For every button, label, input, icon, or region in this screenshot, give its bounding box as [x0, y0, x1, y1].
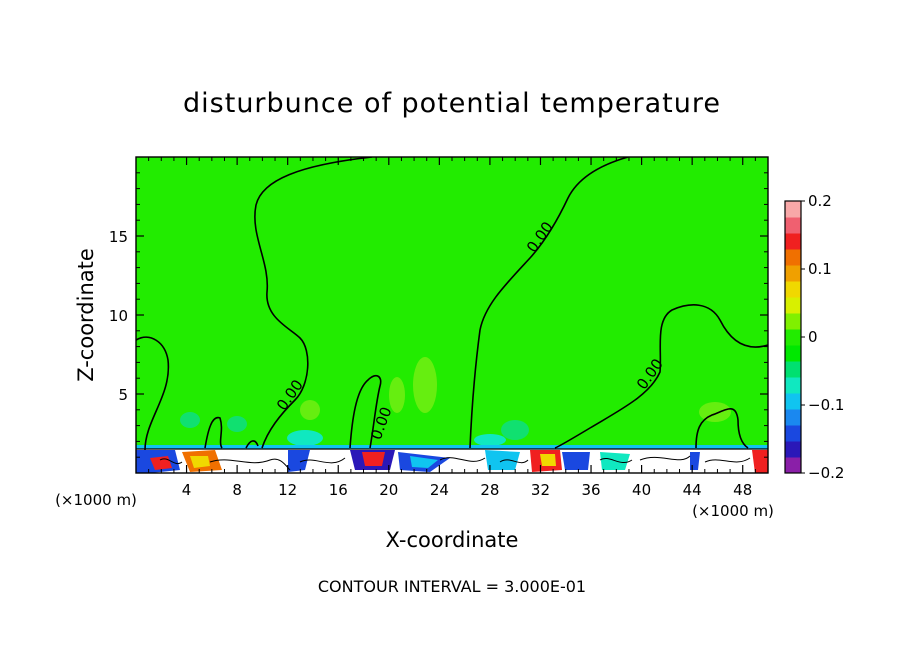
y-tick-label: 10 [109, 307, 128, 325]
colorbar-swatch [785, 217, 801, 234]
colorbar-swatch [785, 409, 801, 426]
x-axis-label: X-coordinate [386, 528, 519, 552]
x-tick-label: 40 [632, 481, 651, 499]
colorbar-tick-label: 0.2 [808, 192, 832, 210]
x-tick-label: 4 [182, 481, 192, 499]
colorbar-swatch [785, 361, 801, 378]
x-axis: 4 8 12 16 20 24 28 32 36 40 44 48 [148, 157, 756, 499]
x-tick-label: 24 [430, 481, 449, 499]
colorbar-swatch [785, 425, 801, 442]
colorbar-swatch [785, 265, 801, 282]
x-tick-label: 12 [278, 481, 297, 499]
y-tick-label: 5 [118, 386, 128, 404]
colorbar-swatch [785, 201, 801, 218]
x-tick-label: 48 [733, 481, 752, 499]
field-patches [180, 357, 731, 446]
x-tick-label: 20 [379, 481, 398, 499]
colorbar-tick-label: −0.2 [808, 464, 844, 482]
colorbar-swatch [785, 313, 801, 330]
colorbar-tick-label: −0.1 [808, 396, 844, 414]
x-tick-label: 44 [683, 481, 702, 499]
colorbar-swatch [785, 457, 801, 474]
y-tick-label: 15 [109, 228, 128, 246]
colorbar-swatch [785, 329, 801, 346]
colorbar-swatch [785, 233, 801, 250]
colorbar-swatch [785, 393, 801, 410]
x-tick-label: 8 [232, 481, 242, 499]
colorbar-ticks: 0.2 0.1 0 −0.1 −0.2 [801, 192, 844, 482]
contour-interval-note: CONTOUR INTERVAL = 3.000E-01 [318, 577, 586, 596]
x-tick-label: 32 [531, 481, 550, 499]
plot-area [136, 157, 768, 473]
colorbar [784, 200, 802, 474]
x-tick-label: 16 [329, 481, 348, 499]
colorbar-swatch [785, 441, 801, 458]
x-unit-left: (×1000 m) [55, 491, 137, 509]
colorbar-swatch [785, 249, 801, 266]
y-axis: 5 10 15 [109, 172, 768, 458]
colorbar-swatch [785, 297, 801, 314]
colorbar-swatch [785, 345, 801, 362]
x-tick-label: 28 [480, 481, 499, 499]
surface-layer [136, 445, 768, 473]
colorbar-tick-label: 0 [808, 328, 818, 346]
x-unit-right: (×1000 m) [692, 502, 774, 520]
colorbar-tick-label: 0.1 [808, 260, 832, 278]
colorbar-swatch [785, 377, 801, 394]
y-axis-label: Z-coordinate [74, 248, 98, 382]
chart-title: disturbunce of potential temperature [183, 88, 721, 119]
x-tick-label: 36 [581, 481, 600, 499]
colorbar-swatch [785, 281, 801, 298]
zero-contours [136, 157, 768, 451]
